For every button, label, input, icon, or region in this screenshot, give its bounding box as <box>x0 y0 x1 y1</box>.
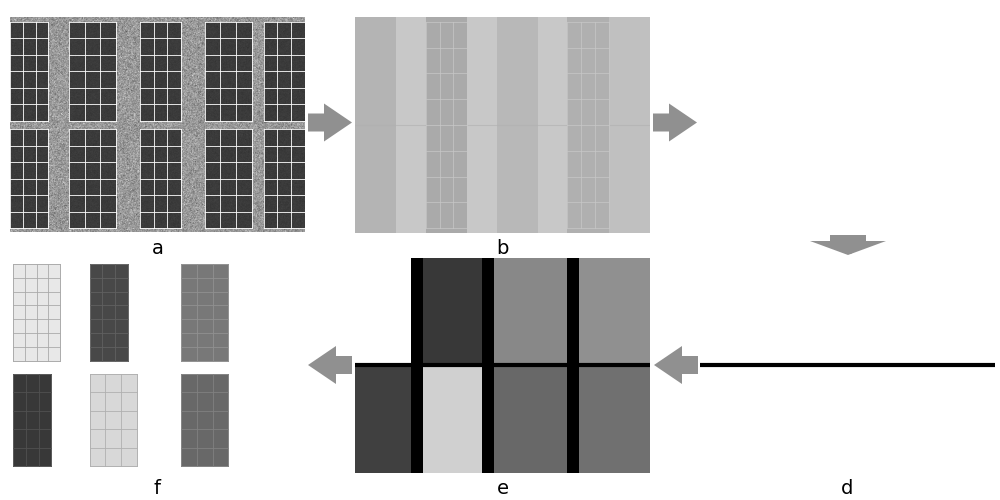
Bar <box>69 130 116 228</box>
Bar <box>264 130 305 228</box>
Bar <box>765 262 815 360</box>
Bar <box>827 370 877 466</box>
Bar <box>90 264 128 360</box>
Bar <box>703 262 753 360</box>
Bar <box>579 258 650 363</box>
Bar <box>205 22 252 120</box>
Bar <box>482 258 494 363</box>
Bar <box>951 262 992 360</box>
Bar <box>355 18 396 233</box>
Bar <box>396 18 426 233</box>
Bar <box>567 258 579 363</box>
Bar <box>181 264 228 360</box>
Bar <box>13 264 60 360</box>
Bar <box>90 374 137 466</box>
Bar <box>497 18 538 233</box>
FancyArrow shape <box>308 104 352 142</box>
Text: a: a <box>152 239 163 258</box>
Bar <box>494 367 567 472</box>
Bar <box>567 367 579 472</box>
Text: c: c <box>842 239 853 258</box>
Bar <box>411 367 423 472</box>
Text: f: f <box>154 479 161 498</box>
Bar <box>10 22 48 120</box>
Bar <box>423 258 482 363</box>
Bar <box>140 130 181 228</box>
Bar <box>494 258 567 363</box>
FancyArrow shape <box>654 346 698 384</box>
Bar <box>889 262 939 360</box>
Bar <box>264 22 305 120</box>
Bar <box>10 130 48 228</box>
Bar <box>482 367 494 472</box>
FancyArrow shape <box>810 235 886 255</box>
Bar <box>181 374 228 466</box>
Bar <box>765 370 815 466</box>
Bar <box>889 370 939 466</box>
Bar <box>205 130 252 228</box>
Bar <box>411 258 423 363</box>
FancyArrow shape <box>653 104 697 142</box>
Text: d: d <box>841 479 854 498</box>
Bar <box>951 370 992 466</box>
Bar <box>609 18 650 233</box>
Bar <box>467 18 497 233</box>
Bar <box>355 367 411 472</box>
Text: b: b <box>496 239 509 258</box>
Text: e: e <box>496 479 508 498</box>
Bar <box>567 18 609 233</box>
Bar <box>355 258 411 363</box>
Bar <box>426 18 467 233</box>
Bar <box>703 370 753 466</box>
FancyArrow shape <box>308 346 352 384</box>
Bar <box>827 262 877 360</box>
Bar <box>423 367 482 472</box>
Bar <box>13 374 51 466</box>
Bar <box>140 22 181 120</box>
Bar <box>538 18 567 233</box>
Bar <box>69 22 116 120</box>
Bar <box>579 367 650 472</box>
